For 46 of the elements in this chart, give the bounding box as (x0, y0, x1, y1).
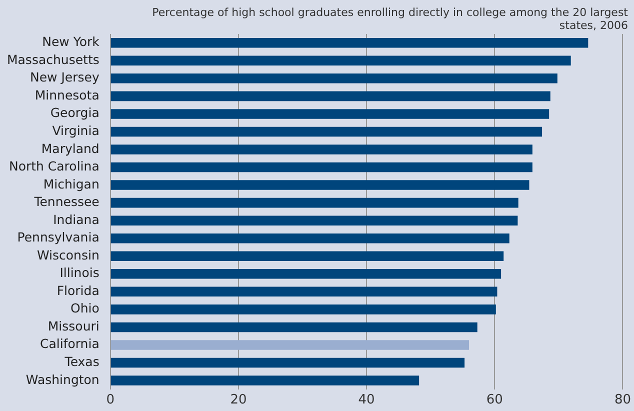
bar (110, 376, 420, 386)
y-tick-label: Virginia (52, 122, 100, 138)
y-tick-label: Massachusetts (6, 52, 100, 67)
y-tick-label: New Jersey (30, 70, 100, 85)
y-tick-label: Washington (26, 372, 100, 387)
bar (110, 233, 510, 244)
bar (110, 126, 542, 137)
bar (110, 304, 496, 314)
y-tick-label: Georgia (50, 105, 100, 120)
y-tick-label: California (40, 336, 100, 352)
bar (110, 216, 518, 226)
bar (110, 74, 558, 84)
y-tick-label: Texas (64, 354, 100, 369)
x-tick-label: 40 (358, 392, 375, 408)
bar (110, 56, 571, 66)
y-tick-label: Ohio (70, 300, 100, 316)
y-tick-label: New York (42, 34, 100, 50)
bar (110, 144, 532, 154)
y-tick-label: Minnesota (34, 87, 100, 102)
bar (110, 286, 498, 297)
x-tick-label: 60 (486, 392, 503, 408)
y-tick-label: Illinois (60, 265, 100, 280)
x-tick-label: 80 (614, 392, 631, 408)
bar (110, 269, 502, 279)
y-tick-label: Florida (56, 282, 100, 298)
bar (110, 91, 550, 102)
bar (110, 198, 518, 208)
x-tick-label: 0 (106, 392, 115, 408)
y-tick-label: Wisconsin (36, 247, 100, 262)
bar (110, 38, 588, 48)
bar (110, 180, 530, 190)
y-tick-label: Maryland (41, 140, 100, 156)
bar (110, 109, 550, 119)
chart-title: Percentage of high school graduates enrolling directly in college among the 20 largest states, 2006 (151, 6, 628, 32)
y-tick-label: North Carolina (8, 158, 100, 174)
x-tick-label: 20 (230, 392, 247, 408)
bar (110, 340, 470, 350)
y-tick-label: Pennsylvania (17, 230, 100, 245)
bar (110, 358, 465, 368)
bar (110, 322, 478, 332)
y-tick-label: Michigan (43, 176, 100, 192)
bar (110, 162, 532, 172)
y-tick-label: Indiana (53, 212, 100, 227)
y-tick-label: Tennessee (33, 194, 100, 210)
bar (110, 251, 504, 262)
y-tick-label: Missouri (48, 318, 100, 334)
